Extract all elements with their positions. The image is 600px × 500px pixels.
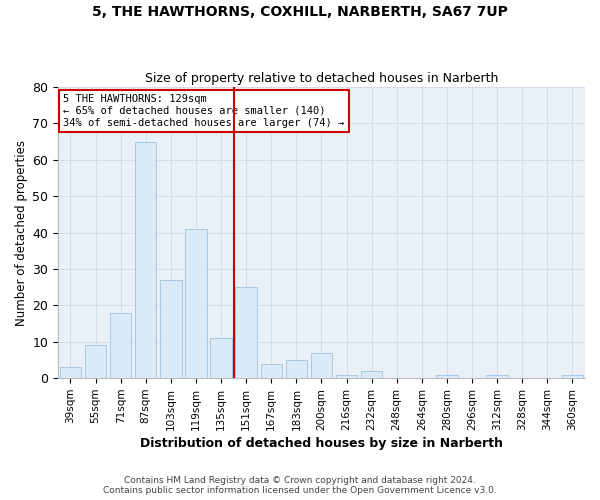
Title: Size of property relative to detached houses in Narberth: Size of property relative to detached ho… bbox=[145, 72, 498, 85]
Bar bbox=[336, 374, 357, 378]
Bar bbox=[110, 312, 131, 378]
Bar bbox=[260, 364, 282, 378]
Bar bbox=[361, 371, 382, 378]
Text: 5, THE HAWTHORNS, COXHILL, NARBERTH, SA67 7UP: 5, THE HAWTHORNS, COXHILL, NARBERTH, SA6… bbox=[92, 5, 508, 19]
Bar bbox=[436, 374, 458, 378]
Bar bbox=[487, 374, 508, 378]
Bar bbox=[160, 280, 182, 378]
Bar bbox=[311, 352, 332, 378]
X-axis label: Distribution of detached houses by size in Narberth: Distribution of detached houses by size … bbox=[140, 437, 503, 450]
Bar bbox=[562, 374, 583, 378]
Text: Contains HM Land Registry data © Crown copyright and database right 2024.
Contai: Contains HM Land Registry data © Crown c… bbox=[103, 476, 497, 495]
Bar bbox=[235, 287, 257, 378]
Bar bbox=[85, 346, 106, 378]
Bar bbox=[211, 338, 232, 378]
Y-axis label: Number of detached properties: Number of detached properties bbox=[15, 140, 28, 326]
Bar bbox=[135, 142, 157, 378]
Bar bbox=[185, 229, 206, 378]
Bar bbox=[286, 360, 307, 378]
Bar bbox=[60, 368, 81, 378]
Text: 5 THE HAWTHORNS: 129sqm
← 65% of detached houses are smaller (140)
34% of semi-d: 5 THE HAWTHORNS: 129sqm ← 65% of detache… bbox=[63, 94, 344, 128]
